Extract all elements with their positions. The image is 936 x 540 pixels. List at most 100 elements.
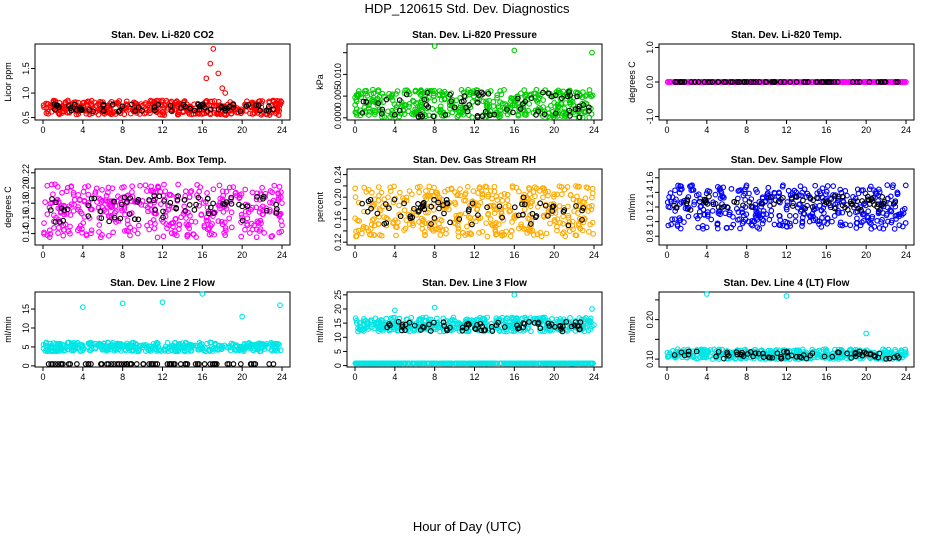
- data-point: [589, 202, 595, 209]
- data-point: [719, 193, 725, 200]
- data-point: [671, 198, 677, 205]
- data-point: [158, 201, 164, 208]
- data-point: [503, 228, 510, 235]
- data-point: [134, 230, 141, 237]
- data-point: [224, 105, 231, 112]
- data-point: [44, 211, 51, 218]
- data-point: [420, 216, 427, 223]
- data-point: [162, 188, 169, 195]
- data-point: [437, 216, 443, 223]
- data-point: [475, 212, 481, 218]
- y-tick-label: 20: [333, 304, 343, 314]
- data-point: [454, 114, 461, 120]
- data-point: [219, 221, 226, 228]
- data-point: [478, 188, 485, 194]
- data-point: [826, 79, 833, 85]
- panel-title: Stan. Dev. Gas Stream RH: [413, 155, 536, 166]
- y-tick-label: 0.000: [333, 107, 343, 130]
- data-point: [695, 224, 702, 231]
- data-point: [152, 207, 158, 213]
- data-point: [253, 234, 260, 241]
- data-point: [468, 231, 475, 238]
- data-point: [210, 213, 216, 220]
- data-point: [720, 184, 727, 191]
- data-point: [879, 193, 886, 200]
- data-point: [97, 196, 104, 203]
- data-point: [589, 194, 595, 201]
- data-point: [866, 201, 873, 207]
- data-point: [208, 230, 215, 237]
- data-point: [484, 204, 490, 211]
- data-point: [129, 183, 136, 190]
- y-tick-label: 15: [21, 304, 31, 314]
- data-point: [182, 188, 189, 195]
- data-point: [59, 189, 65, 196]
- data-point: [147, 110, 153, 117]
- data-point: [412, 88, 419, 95]
- x-tick-label: 0: [40, 125, 45, 135]
- data-point: [221, 230, 227, 236]
- data-point: [247, 230, 253, 236]
- data-point: [471, 93, 477, 100]
- data-point: [452, 189, 458, 196]
- data-point: [566, 107, 573, 114]
- data-point: [55, 230, 61, 236]
- data-point: [731, 198, 738, 205]
- data-point: [151, 107, 158, 114]
- data-point-outlier: [511, 47, 518, 54]
- data-point: [569, 218, 576, 225]
- data-point: [876, 225, 883, 231]
- x-tick-label: 16: [509, 250, 519, 260]
- data-point: [370, 107, 376, 114]
- data-point: [549, 109, 556, 115]
- data-point: [857, 222, 864, 229]
- data-point: [393, 104, 400, 110]
- data-point: [479, 228, 486, 235]
- data-point: [710, 201, 717, 208]
- data-point: [485, 210, 492, 217]
- data-point: [504, 191, 511, 198]
- data-point: [56, 111, 63, 118]
- data-point: [215, 202, 222, 209]
- data-point: [363, 224, 370, 231]
- data-point: [109, 101, 116, 108]
- data-point: [116, 107, 123, 114]
- data-point: [55, 110, 62, 116]
- data-point: [96, 222, 103, 228]
- data-point: [508, 98, 514, 104]
- data-point: [434, 225, 440, 232]
- data-point: [575, 223, 582, 229]
- x-tick-label: 4: [80, 125, 85, 135]
- data-point: [121, 111, 128, 118]
- data-point: [44, 101, 51, 107]
- data-point: [401, 200, 407, 207]
- y-tick-label: 0.010: [333, 63, 343, 86]
- data-point: [394, 88, 401, 94]
- data-point: [528, 95, 535, 101]
- y-tick-label: 0.12: [333, 233, 343, 251]
- data-point: [181, 197, 188, 203]
- data-point: [242, 208, 249, 215]
- x-tick-label: 0: [664, 125, 669, 135]
- data-point: [55, 224, 62, 231]
- y-tick-label: 0.20: [333, 188, 343, 206]
- data-point: [545, 192, 551, 199]
- data-point: [501, 87, 507, 93]
- data-point: [448, 186, 455, 193]
- x-tick-label: 24: [277, 372, 287, 382]
- data-point: [163, 97, 170, 104]
- data-point: [244, 215, 251, 222]
- data-point: [774, 79, 781, 85]
- data-point: [786, 212, 793, 219]
- data-point: [863, 79, 870, 85]
- data-point: [565, 212, 572, 219]
- data-point: [230, 101, 237, 108]
- data-point: [741, 79, 748, 85]
- data-point: [485, 193, 491, 200]
- data-point: [712, 191, 719, 198]
- data-point: [671, 216, 678, 223]
- data-point: [160, 110, 167, 117]
- data-point: [80, 220, 87, 226]
- data-point: [560, 220, 566, 227]
- y-axis-label: Licor ppm: [3, 62, 13, 102]
